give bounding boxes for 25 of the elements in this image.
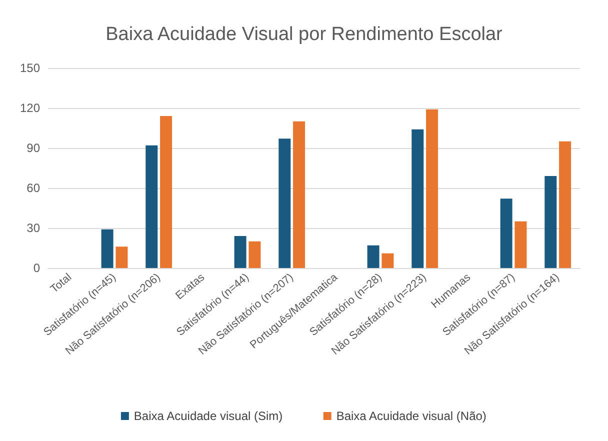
bar bbox=[367, 245, 380, 268]
bar bbox=[514, 221, 527, 268]
bar bbox=[101, 229, 114, 268]
y-tick-label: 90 bbox=[26, 141, 40, 155]
legend-label: Baixa Acuidade visual (Sim) bbox=[134, 409, 283, 423]
bar bbox=[382, 253, 394, 268]
y-tick-label: 150 bbox=[20, 61, 40, 75]
y-tick-label: 120 bbox=[20, 101, 40, 115]
bar bbox=[559, 141, 572, 268]
bar bbox=[293, 121, 306, 268]
legend-label: Baixa Acuidade visual (Não) bbox=[336, 409, 486, 423]
bar bbox=[278, 138, 291, 268]
bar bbox=[146, 145, 158, 268]
bar bbox=[500, 198, 512, 268]
bar bbox=[234, 236, 246, 268]
bar bbox=[160, 116, 172, 268]
bar bbox=[116, 246, 128, 268]
bar bbox=[544, 176, 557, 268]
bar bbox=[248, 241, 261, 268]
bar bbox=[412, 129, 424, 268]
y-tick-label: 0 bbox=[33, 261, 40, 275]
chart-title: Baixa Acuidade Visual por Rendimento Escolar bbox=[106, 24, 504, 45]
y-tick-label: 30 bbox=[26, 221, 40, 235]
bar bbox=[426, 109, 438, 268]
y-tick-label: 60 bbox=[26, 181, 40, 195]
